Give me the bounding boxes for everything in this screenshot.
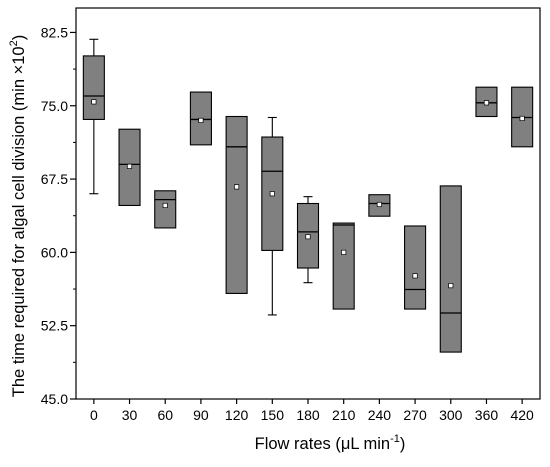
mean-marker	[341, 249, 347, 255]
box-iqr	[439, 185, 462, 353]
mean-marker	[519, 115, 525, 122]
x-tick-label: 180	[296, 407, 320, 423]
x-tick-label: 150	[261, 407, 285, 423]
mean-marker	[483, 100, 490, 106]
mean-marker	[91, 99, 97, 105]
x-tick-label: 30	[122, 407, 138, 423]
box-group-240	[368, 194, 391, 217]
y-axis-title-sup: 2	[8, 40, 20, 46]
y-axis-title-end: )	[10, 35, 28, 41]
x-tick-label: 300	[439, 407, 463, 423]
mean-marker	[412, 273, 418, 279]
x-tick-label: 0	[90, 407, 98, 423]
y-tick-label: 75.0	[41, 98, 68, 114]
box-iqr	[404, 225, 427, 310]
box-group-180	[296, 196, 320, 284]
x-tick-label: 120	[225, 407, 249, 423]
mean-marker	[448, 283, 454, 289]
box-iqr	[225, 115, 248, 294]
box-group-60	[154, 190, 177, 229]
x-tick-label: 60	[157, 407, 173, 423]
mean-marker	[162, 202, 168, 209]
y-axis: 45.0 52.5 60.0 67.5 75.0 82.5	[41, 24, 76, 407]
mean-marker	[269, 191, 275, 197]
x-tick-label: 90	[193, 407, 209, 423]
y-tick-label: 82.5	[41, 24, 68, 40]
y-axis-title: The time required for algal cell divisio…	[8, 35, 28, 397]
box-group-300	[439, 185, 462, 353]
box-group-420	[511, 86, 534, 148]
y-tick-label: 60.0	[41, 244, 68, 260]
y-axis-title-main: The time required for algal cell divisio…	[10, 46, 28, 397]
mean-marker	[305, 234, 311, 240]
x-axis-title-end: )	[400, 435, 406, 453]
box-iqr	[154, 190, 177, 229]
box-series	[82, 38, 534, 353]
box-group-150	[261, 116, 284, 316]
box-group-210	[332, 222, 355, 310]
box-group-30	[118, 128, 141, 207]
box-group-120	[225, 115, 248, 294]
x-tick-label: 420	[510, 407, 534, 423]
x-tick-label: 270	[403, 407, 427, 423]
x-axis: 0 30 60 90 120 150 180 210 240 270 300 360 420	[90, 399, 534, 423]
box-group-90	[189, 91, 212, 146]
x-axis-title: Flow rates (μL min-1)	[255, 433, 406, 453]
box-iqr	[332, 222, 355, 310]
x-axis-title-main: Flow rates (μL min	[255, 435, 390, 453]
box-group-360	[475, 86, 498, 118]
box-group-270	[404, 225, 427, 310]
y-tick-label: 45.0	[41, 391, 68, 407]
x-tick-label: 360	[475, 407, 499, 423]
x-tick-label: 240	[368, 407, 392, 423]
mean-marker	[126, 163, 133, 169]
y-tick-label: 67.5	[41, 171, 68, 187]
x-axis-title-sup: -1	[390, 433, 400, 445]
y-tick-label: 52.5	[41, 318, 68, 334]
mean-marker	[376, 201, 382, 208]
x-tick-label: 210	[332, 407, 356, 423]
mean-marker	[234, 184, 240, 190]
mean-marker	[198, 117, 204, 123]
box-group-0	[82, 38, 105, 195]
box-iqr	[82, 55, 105, 120]
